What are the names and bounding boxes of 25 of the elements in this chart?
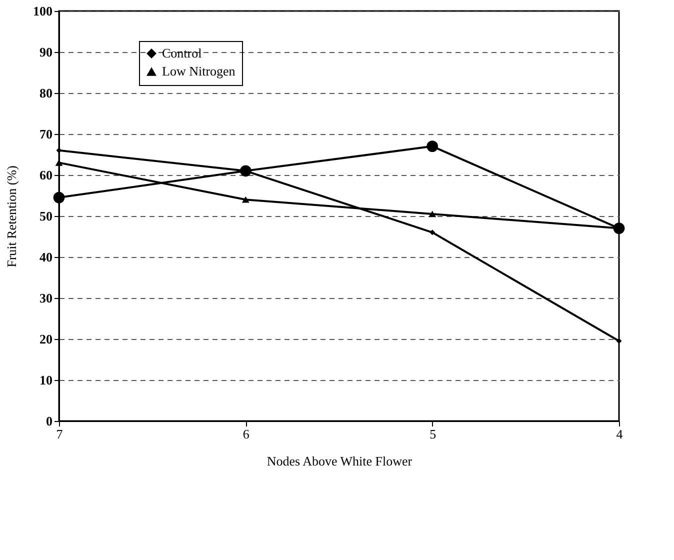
x-tick-label: 5 xyxy=(430,426,436,442)
point xyxy=(430,230,436,236)
legend-label: Low Nitrogen xyxy=(162,64,236,78)
y-axis-title: Fruit Retention (%) xyxy=(4,166,19,268)
point xyxy=(428,210,436,218)
y-tick-label: 10 xyxy=(40,372,52,388)
point xyxy=(426,140,438,152)
point xyxy=(242,196,250,203)
y-tick-label: 70 xyxy=(40,126,52,142)
point xyxy=(53,192,65,204)
y-tick-label: 60 xyxy=(40,168,52,182)
y-tick-label: 40 xyxy=(40,250,52,264)
x-tick-label: 7 xyxy=(56,426,64,442)
x-tick-label: 4 xyxy=(616,426,624,442)
x-axis-title: Nodes Above White Flower xyxy=(266,454,413,468)
y-tick-label: 90 xyxy=(40,44,52,60)
y-tick-label: 100 xyxy=(33,4,52,18)
y-tick-label: 30 xyxy=(40,290,52,306)
legend-label: Control xyxy=(162,46,202,60)
y-tick-label: 80 xyxy=(40,86,52,100)
y-tick-label: 50 xyxy=(40,208,52,224)
x-tick-label: 6 xyxy=(242,426,250,442)
y-tick-label: 20 xyxy=(40,332,52,346)
y-tick-label: 0 xyxy=(46,414,52,428)
point xyxy=(616,338,622,344)
